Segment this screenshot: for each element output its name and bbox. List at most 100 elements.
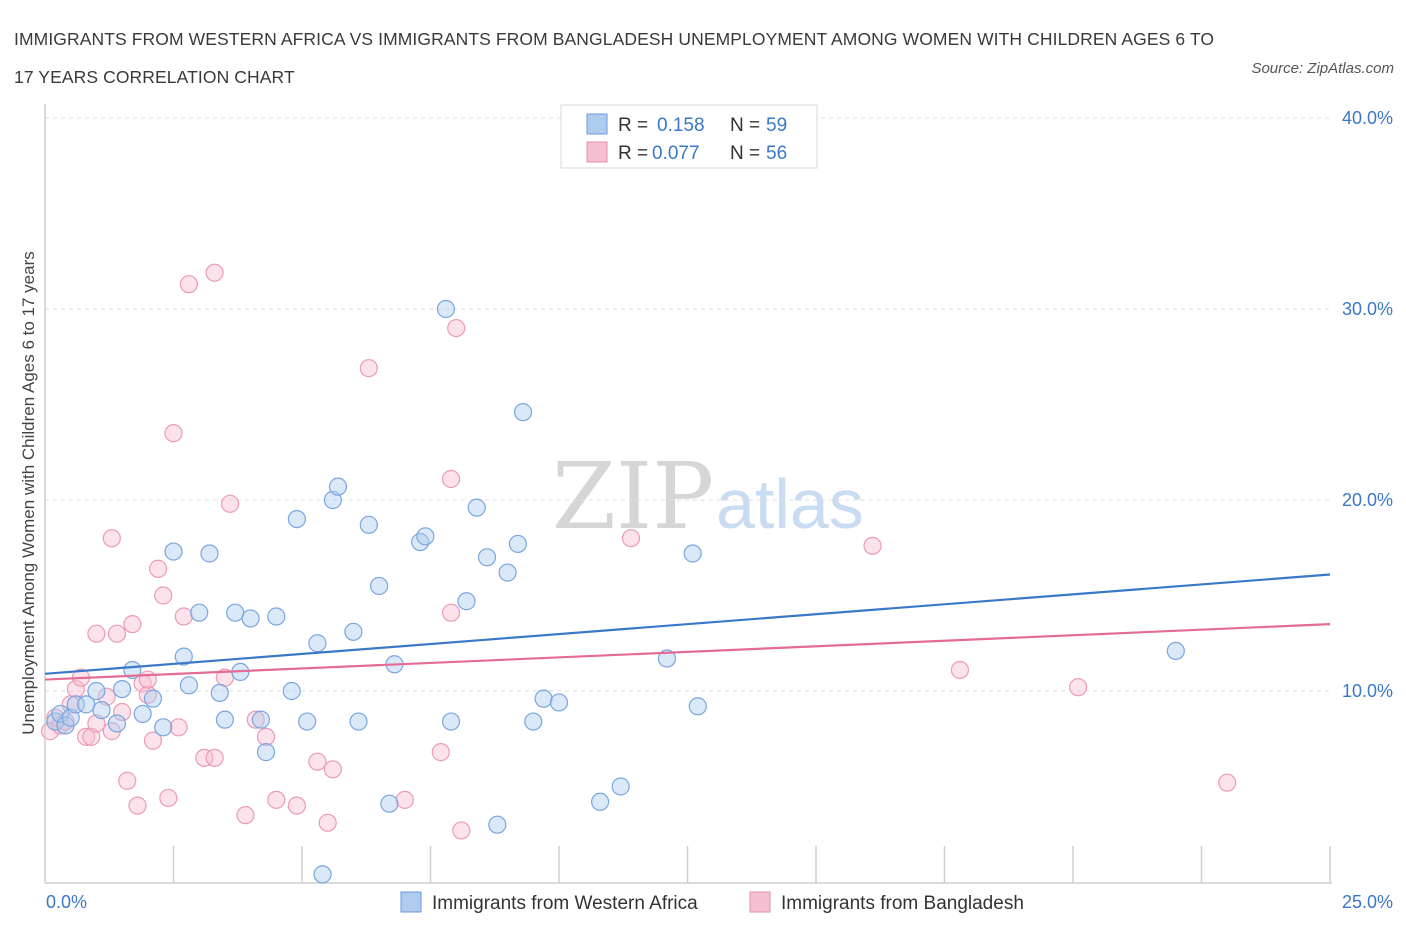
y-tick-labels: 10.0% 20.0% 30.0% 40.0% [1342, 108, 1393, 701]
series-bangladesh-points [41, 263, 1237, 840]
data-point-western-africa [467, 498, 486, 517]
data-point-western-africa [164, 542, 183, 561]
y-tick-label: 20.0% [1342, 490, 1393, 510]
data-point-bangladesh [950, 660, 970, 680]
data-point-western-africa [154, 718, 173, 737]
data-point-western-africa [308, 634, 327, 653]
data-point-western-africa [477, 548, 497, 567]
data-point-western-africa [256, 743, 276, 762]
legend-r-value-1: 0.158 [657, 115, 705, 136]
data-point-western-africa [436, 299, 456, 319]
data-point-bangladesh [102, 529, 121, 548]
data-point-bangladesh [66, 679, 85, 699]
trend-lines [44, 573, 1331, 681]
data-point-western-africa [241, 609, 260, 628]
data-point-western-africa [508, 534, 527, 554]
data-point-western-africa [359, 515, 378, 534]
data-point-western-africa [411, 532, 430, 552]
data-point-western-africa [513, 403, 533, 422]
data-point-western-africa [200, 544, 219, 563]
data-point-western-africa [66, 695, 85, 714]
data-point-bangladesh [1218, 773, 1237, 792]
data-point-western-africa [92, 700, 111, 720]
data-point-western-africa [87, 681, 106, 701]
data-point-western-africa [370, 576, 389, 596]
data-point-bangladesh [123, 615, 142, 634]
data-point-bangladesh [395, 790, 414, 809]
data-point-bangladesh [179, 275, 199, 294]
series-western-africa-points [46, 299, 1185, 884]
data-point-western-africa [380, 794, 399, 813]
data-point-western-africa [328, 477, 348, 496]
data-point-bangladesh [863, 536, 882, 555]
data-point-bangladesh [318, 813, 337, 832]
data-point-bangladesh [169, 718, 188, 737]
y-tick-label: 40.0% [1342, 108, 1393, 128]
watermark-atlas: atlas [716, 465, 864, 543]
data-point-western-africa [591, 792, 610, 811]
data-point-western-africa [1166, 641, 1185, 660]
data-point-western-africa [267, 607, 286, 626]
legend-n-value-2: 56 [766, 143, 787, 164]
x-tick-label: 25.0% [1342, 892, 1393, 912]
data-point-bangladesh [107, 624, 127, 643]
data-point-bangladesh [621, 529, 641, 548]
data-point-bangladesh [323, 760, 342, 779]
data-point-bangladesh [87, 624, 106, 643]
data-point-bangladesh [154, 586, 173, 605]
series-legend-label-blue: Immigrants from Western Africa [432, 893, 698, 914]
data-point-bangladesh [118, 771, 137, 790]
series-legend: Immigrants from Western Africa Immigrant… [400, 891, 1024, 914]
data-point-bangladesh [174, 607, 193, 626]
data-point-western-africa [210, 683, 229, 703]
data-point-bangladesh [441, 603, 461, 622]
data-point-western-africa [441, 712, 461, 731]
data-point-western-africa [524, 712, 543, 731]
data-point-bangladesh [220, 494, 240, 513]
data-point-western-africa [657, 649, 677, 668]
data-point-bangladesh [1069, 678, 1088, 697]
data-point-western-africa [133, 704, 152, 724]
data-point-bangladesh [77, 727, 96, 746]
axes [44, 104, 1332, 884]
data-point-bangladesh [447, 319, 466, 338]
legend-r-value-2: 0.077 [652, 143, 700, 164]
legend-r-label-1: R = [618, 115, 648, 136]
data-point-bangladesh [205, 263, 224, 282]
data-point-western-africa [683, 544, 702, 563]
data-point-western-africa [611, 777, 630, 796]
data-point-western-africa [251, 710, 270, 729]
source-label: Source: ZipAtlas.com [1251, 60, 1394, 77]
data-point-bangladesh [205, 748, 224, 767]
data-point-bangladesh [441, 469, 461, 489]
data-point-bangladesh [236, 806, 255, 825]
data-point-western-africa [226, 603, 245, 622]
data-point-bangladesh [112, 702, 132, 722]
data-point-bangladesh [159, 788, 178, 808]
y-tick-label: 30.0% [1342, 299, 1393, 319]
data-point-bangladesh [359, 359, 378, 378]
data-point-western-africa [534, 689, 553, 708]
series-legend-label-pink: Immigrants from Bangladesh [781, 893, 1024, 914]
legend-r-label-2: R = [618, 143, 648, 164]
series-legend-swatch-pink [749, 891, 771, 913]
data-point-bangladesh [256, 727, 276, 746]
data-point-western-africa [215, 710, 234, 729]
trend-line-bangladesh [44, 623, 1331, 681]
data-point-western-africa [688, 697, 707, 716]
data-point-western-africa [498, 563, 517, 582]
data-point-western-africa [323, 490, 342, 510]
x-tick-label: 0.0% [46, 892, 87, 912]
watermark-zip: ZIP [552, 443, 714, 550]
data-point-bangladesh [148, 559, 168, 578]
data-point-bangladesh [87, 714, 106, 733]
data-point-western-africa [344, 622, 363, 641]
y-axis-title: Unemployment Among Women with Children A… [19, 251, 38, 735]
trend-line-western-africa [44, 573, 1331, 675]
data-point-western-africa [416, 527, 435, 546]
legend-swatch-blue [586, 113, 608, 135]
data-point-bangladesh [143, 731, 163, 750]
data-point-bangladesh [431, 743, 450, 762]
data-point-western-africa [313, 865, 332, 884]
